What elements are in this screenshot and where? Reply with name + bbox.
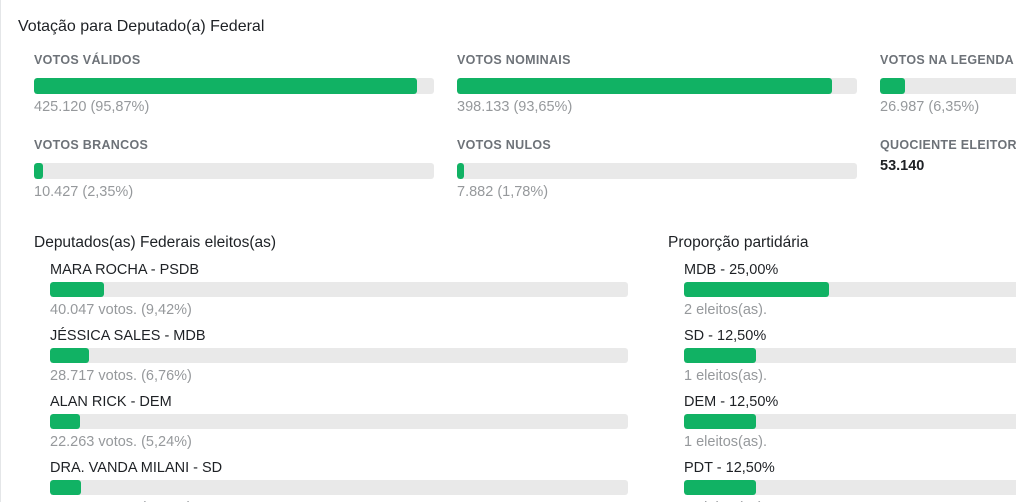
progress-track (684, 348, 1016, 363)
stat-label: QUOCIENTE ELEITORAL (880, 138, 1016, 152)
progress-bar (34, 163, 434, 179)
progress-fill (50, 480, 82, 495)
candidate-name: DRA. VANDA MILANI - SD (50, 460, 223, 476)
party-item: DEM - 12,50% 1 eleitos(as). (668, 394, 1016, 451)
vote-stats-grid: VOTOS VÁLIDOS 425.120 (95,87%) VOTOS NOM… (34, 53, 1016, 201)
progress-fill (684, 282, 829, 297)
stat-value: 10.427 (2,35%) (34, 184, 134, 200)
candidate-item: JÉSSICA SALES - MDB 28.717 votos. (6,76%… (34, 328, 628, 385)
party-proportion-list: Proporção partidária MDB - 25,00% 2 elei… (668, 233, 1016, 502)
progress-track (34, 163, 434, 179)
progress-track (50, 480, 628, 495)
progress-fill (684, 480, 757, 495)
party-elected-count: 1 eleitos(as). (684, 368, 768, 384)
stat-label: VOTOS NOMINAIS (457, 53, 571, 67)
party-name: DEM - 12,50% (684, 394, 779, 410)
progress-bar (50, 348, 628, 363)
progress-bar (684, 414, 1016, 429)
progress-bar (684, 348, 1016, 363)
progress-fill (684, 414, 757, 429)
quotient-value: 53.140 (880, 158, 925, 174)
progress-track (880, 78, 1016, 94)
stat-value: 26.987 (6,35%) (880, 99, 980, 115)
stat-value: 425.120 (95,87%) (34, 99, 150, 115)
progress-track (684, 414, 1016, 429)
progress-bar (50, 414, 628, 429)
stat-quociente-eleitoral: QUOCIENTE ELEITORAL 53.140 (880, 138, 1016, 201)
progress-track (457, 163, 857, 179)
party-name: MDB - 25,00% (684, 262, 779, 278)
stat-votos-nominais: VOTOS NOMINAIS 398.133 (93,65%) (457, 53, 857, 116)
progress-fill (34, 163, 44, 179)
bottom-section: Deputados(as) Federais eleitos(as) MARA … (18, 233, 1016, 502)
progress-bar (684, 480, 1016, 495)
progress-track (50, 414, 628, 429)
party-name: PDT - 12,50% (684, 460, 775, 476)
candidate-item: DRA. VANDA MILANI - SD 22.918 votos. (5,… (34, 460, 628, 502)
progress-fill (34, 78, 418, 94)
candidate-name: MARA ROCHA - PSDB (50, 262, 200, 278)
progress-track (457, 78, 857, 94)
progress-bar (880, 78, 1016, 94)
party-elected-count: 1 eleitos(as). (684, 500, 1016, 502)
stat-value: 398.133 (93,65%) (457, 99, 573, 115)
progress-track (684, 282, 1016, 297)
progress-fill (50, 282, 105, 297)
progress-fill (50, 348, 90, 363)
progress-fill (50, 414, 81, 429)
candidate-item: ALAN RICK - DEM 22.263 votos. (5,24%) (34, 394, 628, 451)
progress-track (50, 348, 628, 363)
party-elected-count: 2 eleitos(as). (684, 302, 768, 318)
stat-votos-na-legenda: VOTOS NA LEGENDA 26.987 (6,35%) (880, 53, 1016, 116)
progress-bar (50, 282, 628, 297)
progress-fill (457, 163, 465, 179)
progress-fill (880, 78, 906, 94)
stat-votos-validos: VOTOS VÁLIDOS 425.120 (95,87%) (34, 53, 434, 116)
elected-deputies-list: Deputados(as) Federais eleitos(as) MARA … (34, 233, 628, 502)
stat-label: VOTOS NA LEGENDA (880, 53, 1014, 67)
progress-track (34, 78, 434, 94)
party-proportion-heading: Proporção partidária (668, 234, 809, 251)
stat-label: VOTOS VÁLIDOS (34, 53, 141, 67)
candidate-name: JÉSSICA SALES - MDB (50, 328, 206, 344)
stat-label: VOTOS BRANCOS (34, 138, 149, 152)
progress-fill (684, 348, 757, 363)
progress-bar (50, 480, 628, 495)
progress-bar (457, 163, 857, 179)
party-item: SD - 12,50% 1 eleitos(as). (668, 328, 1016, 385)
elected-heading: Deputados(as) Federais eleitos(as) (34, 234, 277, 251)
party-item: MDB - 25,00% 2 eleitos(as). (668, 262, 1016, 319)
stat-votos-nulos: VOTOS NULOS 7.882 (1,78%) (457, 138, 857, 201)
page-title: Votação para Deputado(a) Federal (18, 18, 265, 35)
stat-votos-brancos: VOTOS BRANCOS 10.427 (2,35%) (34, 138, 434, 201)
progress-fill (457, 78, 832, 94)
candidate-name: ALAN RICK - DEM (50, 394, 172, 410)
progress-bar (684, 282, 1016, 297)
stat-value: 7.882 (1,78%) (457, 184, 549, 200)
candidate-votes: 40.047 votos. (9,42%) (50, 302, 192, 318)
party-name: SD - 12,50% (684, 328, 767, 344)
progress-track (684, 480, 1016, 495)
progress-bar (34, 78, 434, 94)
party-item: PDT - 12,50% 1 eleitos(as). (668, 460, 1016, 502)
candidate-votes: 22.918 votos. (5,39%) (50, 500, 628, 502)
candidate-item: MARA ROCHA - PSDB 40.047 votos. (9,42%) (34, 262, 628, 319)
candidate-votes: 28.717 votos. (6,76%) (50, 368, 192, 384)
progress-bar (457, 78, 857, 94)
candidate-votes: 22.263 votos. (5,24%) (50, 434, 192, 450)
stat-label: VOTOS NULOS (457, 138, 552, 152)
progress-track (50, 282, 628, 297)
party-elected-count: 1 eleitos(as). (684, 434, 768, 450)
